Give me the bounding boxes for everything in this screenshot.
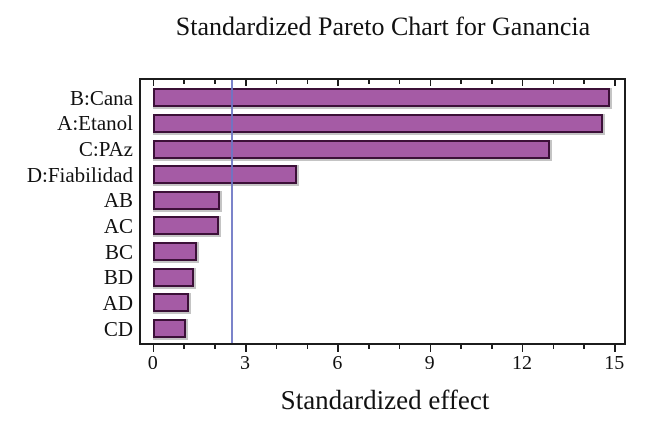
x-axis-title: Standardized effect bbox=[280, 385, 490, 415]
y-label-C:PAz: C:PAz bbox=[78, 137, 133, 161]
major-tick-bottom bbox=[429, 345, 432, 352]
major-tick-bottom bbox=[152, 345, 155, 352]
minor-tick-top bbox=[398, 80, 401, 84]
major-tick-bottom bbox=[245, 345, 247, 352]
plot-area bbox=[139, 78, 626, 352]
major-tick-bottom bbox=[337, 345, 339, 352]
chart-title: Standardized Pareto Chart for Ganancia bbox=[175, 12, 591, 41]
minor-tick-top bbox=[491, 80, 493, 84]
y-label-CD: CD bbox=[103, 316, 133, 341]
x-tick-label-6: 6 bbox=[332, 352, 343, 374]
minor-tick-bottom bbox=[460, 345, 462, 349]
x-tick-label-3: 3 bbox=[240, 352, 250, 374]
y-label-BD: BD bbox=[103, 265, 133, 290]
major-tick-bottom bbox=[614, 345, 616, 352]
minor-tick-bottom bbox=[552, 345, 555, 349]
bar-CD bbox=[152, 319, 186, 339]
minor-tick-bottom bbox=[306, 345, 309, 349]
minor-tick-top bbox=[183, 80, 185, 84]
minor-tick-top bbox=[583, 80, 585, 84]
minor-tick-bottom bbox=[275, 345, 278, 349]
minor-tick-bottom bbox=[583, 345, 585, 349]
x-tick-label-0: 0 bbox=[147, 352, 158, 374]
major-tick-top bbox=[152, 80, 155, 86]
minor-tick-top bbox=[306, 80, 309, 84]
x-tick-label-15: 15 bbox=[604, 352, 625, 374]
y-label-BC: BC bbox=[104, 239, 133, 264]
bar-AB bbox=[152, 190, 221, 210]
minor-tick-top bbox=[368, 80, 370, 84]
critical-reference-line bbox=[230, 80, 233, 343]
y-label-AB: AB bbox=[103, 188, 133, 213]
bar-AC bbox=[152, 216, 219, 236]
minor-tick-bottom bbox=[398, 345, 401, 349]
minor-tick-bottom bbox=[491, 345, 493, 349]
x-tick-label-9: 9 bbox=[424, 352, 435, 374]
bar-B:Cana bbox=[152, 88, 610, 108]
bar-C:PAz bbox=[152, 139, 550, 159]
minor-tick-top bbox=[552, 80, 555, 84]
x-tick-label-12: 12 bbox=[511, 352, 532, 374]
minor-tick-top bbox=[460, 80, 462, 84]
minor-tick-bottom bbox=[183, 345, 185, 349]
bar-BC bbox=[152, 242, 197, 262]
bar-A:Etanol bbox=[152, 113, 604, 133]
y-label-AC: AC bbox=[103, 213, 133, 238]
y-label-AD: AD bbox=[102, 290, 133, 315]
minor-tick-top bbox=[214, 80, 216, 84]
major-tick-top bbox=[429, 80, 432, 86]
major-tick-top bbox=[614, 80, 616, 86]
y-label-D:Fiabilidad: D:Fiabilidad bbox=[26, 162, 133, 187]
y-label-A:Etanol: A:Etanol bbox=[57, 111, 133, 136]
y-label-B:Cana: B:Cana bbox=[70, 85, 133, 110]
bar-D:Fiabilidad bbox=[152, 165, 298, 185]
bar-AD bbox=[152, 293, 190, 313]
major-tick-top bbox=[521, 80, 524, 86]
minor-tick-bottom bbox=[368, 345, 370, 349]
major-tick-top bbox=[337, 80, 339, 86]
minor-tick-bottom bbox=[214, 345, 216, 349]
major-tick-bottom bbox=[521, 345, 524, 352]
minor-tick-top bbox=[275, 80, 278, 84]
bar-BD bbox=[152, 267, 195, 287]
major-tick-top bbox=[245, 80, 247, 86]
